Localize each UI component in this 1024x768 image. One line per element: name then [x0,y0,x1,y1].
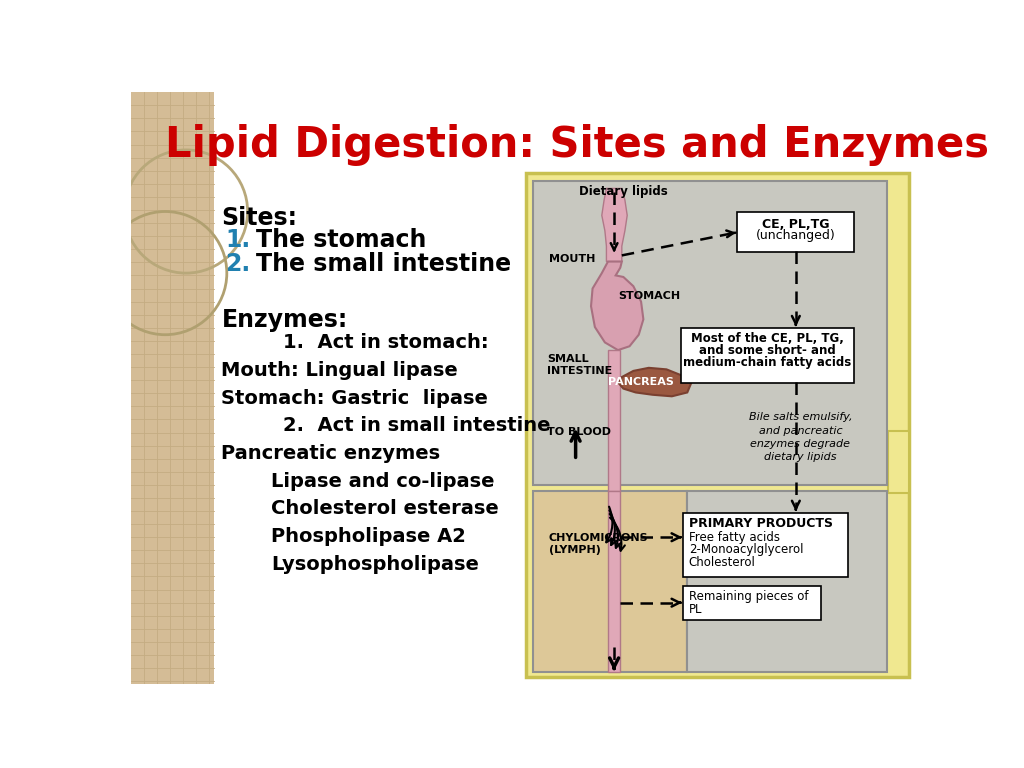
FancyBboxPatch shape [737,212,854,253]
Text: SMALL
INTESTINE: SMALL INTESTINE [547,354,612,376]
Text: 2.  Act in small intestine: 2. Act in small intestine [283,416,551,435]
Text: PL: PL [689,603,702,616]
Text: 2.: 2. [225,253,251,276]
Text: medium-chain fatty acids: medium-chain fatty acids [683,356,852,369]
Text: Cholesterol esterase: Cholesterol esterase [271,499,500,518]
Text: PANCREAS: PANCREAS [608,377,674,387]
Text: The small intestine: The small intestine [256,253,511,276]
Text: Mouth: Lingual lipase: Mouth: Lingual lipase [221,361,458,380]
Text: Stomach: Gastric  lipase: Stomach: Gastric lipase [221,389,488,408]
Text: 1.: 1. [225,228,251,253]
FancyBboxPatch shape [683,512,848,578]
Polygon shape [608,491,621,672]
Text: Dietary lipids: Dietary lipids [580,184,669,197]
Text: CE, PL,TG: CE, PL,TG [762,217,829,230]
Text: Cholesterol: Cholesterol [689,556,756,568]
Text: Most of the CE, PL, TG,: Most of the CE, PL, TG, [691,332,844,345]
Text: Phospholipase A2: Phospholipase A2 [271,527,466,546]
FancyBboxPatch shape [683,586,821,620]
Polygon shape [602,188,628,262]
Text: Pancreatic enzymes: Pancreatic enzymes [221,444,440,463]
Bar [687,491,888,672]
Bar [534,491,687,672]
Bar [888,431,909,492]
Text: CHYLOMICRONS
(LYMPH): CHYLOMICRONS (LYMPH) [549,532,648,555]
Text: 2-Monoacylglycerol: 2-Monoacylglycerol [689,544,803,556]
Text: TO BLOOD: TO BLOOD [547,427,611,437]
Text: Lipase and co-lipase: Lipase and co-lipase [271,472,495,491]
Text: and some short- and: and some short- and [699,344,836,357]
Text: Lipid Digestion: Sites and Enzymes: Lipid Digestion: Sites and Enzymes [165,124,989,166]
Text: Enzymes:: Enzymes: [221,308,348,332]
Text: STOMACH: STOMACH [617,291,680,301]
Text: The stomach: The stomach [256,228,426,253]
Polygon shape [591,262,643,350]
Text: Free fatty acids: Free fatty acids [689,531,780,544]
Text: PRIMARY PRODUCTS: PRIMARY PRODUCTS [689,517,833,530]
Bar [525,173,909,677]
Text: 1.  Act in stomach:: 1. Act in stomach: [283,333,488,353]
FancyBboxPatch shape [681,328,854,383]
Polygon shape [608,350,621,491]
Text: Lysophospholipase: Lysophospholipase [271,555,479,574]
Polygon shape [618,368,691,396]
Bar [534,180,888,485]
Text: MOUTH: MOUTH [549,254,595,264]
Text: Sites:: Sites: [221,206,297,230]
Text: Remaining pieces of: Remaining pieces of [689,591,808,604]
Text: Bile salts emulsify,
and pancreatic
enzymes degrade
dietary lipids: Bile salts emulsify, and pancreatic enzy… [749,412,852,462]
Text: (unchanged): (unchanged) [756,229,836,242]
Bar [131,92,214,684]
